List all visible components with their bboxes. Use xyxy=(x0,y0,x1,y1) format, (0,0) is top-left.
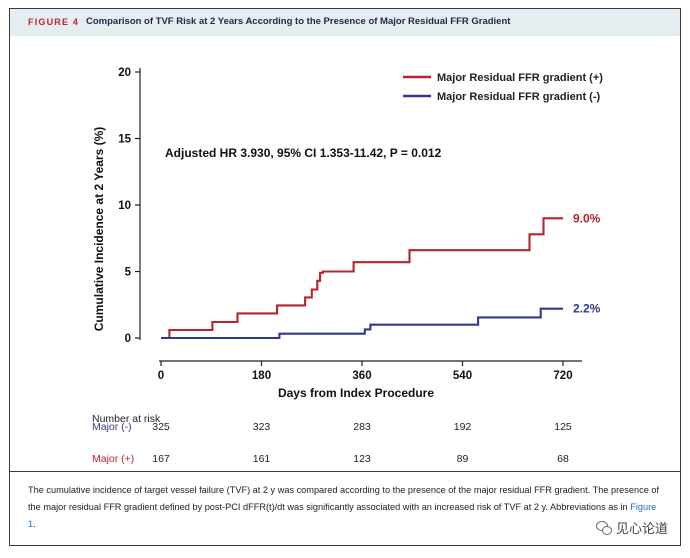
risk-value: 161 xyxy=(253,453,271,465)
legend: Major Residual FFR gradient (+) Major Res… xyxy=(403,72,603,103)
risk-value: 125 xyxy=(554,421,572,433)
figure-label: FIGURE 4 xyxy=(28,17,80,27)
x-tick-label: 540 xyxy=(453,370,472,382)
risk-value: 89 xyxy=(457,453,469,465)
figure-title: Comparison of TVF Risk at 2 Years Accord… xyxy=(86,16,511,27)
y-axis-label: Cumulative Incidence at 2 Years (%) xyxy=(92,127,106,332)
end-label: 9.0% xyxy=(573,211,601,225)
y-tick-label: 15 xyxy=(118,134,131,146)
y-tick-label: 5 xyxy=(125,267,132,279)
caption-end: . xyxy=(33,519,36,529)
watermark: 见心论道 xyxy=(595,518,668,537)
risk-value: 167 xyxy=(152,453,170,465)
x-tick-label: 180 xyxy=(252,370,271,382)
legend-label: Major Residual FFR gradient (-) xyxy=(437,91,601,103)
watermark-text: 见心论道 xyxy=(615,521,668,536)
caption-area: The cumulative incidence of target vesse… xyxy=(10,471,680,545)
series-line-major-negative xyxy=(161,307,563,340)
axes: 0 180 360 540 720 0 5 10 15 20 xyxy=(118,67,582,382)
chart-svg: 0 180 360 540 720 0 5 10 15 20 9.0% 2.2% Major Res… xyxy=(92,67,603,465)
x-tick-label: 720 xyxy=(553,370,572,382)
y-tick-label: 20 xyxy=(118,67,131,79)
figure-header: FIGURE 4 Comparison of TVF Risk at 2 Yea… xyxy=(10,9,680,36)
y-tick-label: 0 xyxy=(125,333,131,345)
end-label: 2.2% xyxy=(573,302,601,316)
risk-value: 192 xyxy=(454,421,472,433)
series-line-major-positive xyxy=(161,217,563,340)
risk-value: 123 xyxy=(353,453,371,465)
risk-value: 323 xyxy=(253,421,271,433)
x-tick-label: 360 xyxy=(352,370,371,382)
risk-value: 68 xyxy=(557,453,569,465)
x-axis-label: Days from Index Procedure xyxy=(278,386,434,400)
y-tick-label: 10 xyxy=(118,200,131,212)
figure-caption: The cumulative incidence of target vesse… xyxy=(28,482,664,533)
legend-label: Major Residual FFR gradient (+) xyxy=(437,72,603,84)
wechat-icon xyxy=(595,520,612,535)
risk-row-label: Major (-) xyxy=(92,421,132,433)
risk-value: 325 xyxy=(152,421,170,433)
caption-figure-link[interactable]: Figure 1 xyxy=(28,502,657,529)
series-lines: 9.0% 2.2% xyxy=(161,211,601,340)
figure-frame: FIGURE 4 Comparison of TVF Risk at 2 Yea… xyxy=(9,8,681,546)
chart-area: 0 180 360 540 720 0 5 10 15 20 9.0% 2.2% Major Res… xyxy=(10,36,680,474)
x-tick-label: 0 xyxy=(158,370,164,382)
risk-value: 283 xyxy=(353,421,371,433)
risk-table-header: Number at risk xyxy=(92,413,161,425)
caption-text: The cumulative incidence of target vesse… xyxy=(28,485,660,512)
hr-annotation: Adjusted HR 3.930, 95% CI 1.353-11.42, P… xyxy=(165,146,442,160)
risk-row-label: Major (+) xyxy=(92,453,134,465)
